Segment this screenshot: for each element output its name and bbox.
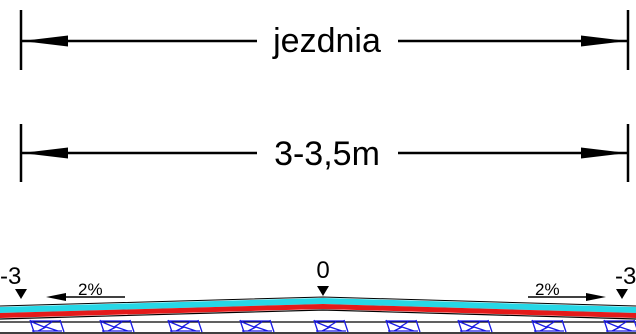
hatch-symbol xyxy=(531,319,567,333)
slope-arrow-right-icon xyxy=(586,293,606,301)
dim-label-width: 3-3,5m xyxy=(274,135,380,173)
dim-arrow-right-icon xyxy=(581,35,627,47)
elevation-label-right: -3 xyxy=(615,263,636,290)
hatch-symbol xyxy=(99,319,135,333)
hatch-symbol xyxy=(167,319,203,333)
hatch-cell xyxy=(99,319,135,333)
elevation-label-center: 0 xyxy=(316,257,329,284)
hatch-symbol xyxy=(385,319,421,333)
hatch-cell xyxy=(385,319,421,333)
dim-arrow-left-icon xyxy=(22,35,68,47)
elevation-marker-left-icon xyxy=(15,289,27,299)
pavement-outline-top xyxy=(0,296,636,307)
hatch-symbol xyxy=(313,319,349,333)
hatch-symbol xyxy=(603,319,636,333)
dim-arrow-right-icon xyxy=(581,147,627,159)
slope-label-right: 2% xyxy=(535,280,560,299)
dimension-width: 3-3,5m xyxy=(19,124,630,182)
hatch-cell xyxy=(531,319,567,333)
slope-indicator-right: 2% xyxy=(528,280,606,301)
elevation-left: -3 xyxy=(0,263,27,299)
hatch-symbol xyxy=(457,319,493,333)
elevation-label-left: -3 xyxy=(0,263,21,290)
slope-label-left: 2% xyxy=(78,280,103,299)
hatch-symbol xyxy=(239,319,275,333)
pavement-base-layer xyxy=(0,304,636,318)
pavement-structure xyxy=(0,296,636,334)
pavement-surface-layer xyxy=(0,298,636,313)
subbase-hatch-pattern xyxy=(29,319,636,333)
hatch-cell xyxy=(29,319,65,333)
slope-arrow-left-icon xyxy=(46,293,66,301)
hatch-cell xyxy=(457,319,493,333)
hatch-cell xyxy=(239,319,275,333)
elevation-marker-right-icon xyxy=(616,289,628,299)
pavement-outline-base xyxy=(0,309,636,320)
hatch-cell xyxy=(603,319,636,333)
dim-label-jezdnia: jezdnia xyxy=(272,22,381,60)
hatch-cell xyxy=(167,319,203,333)
elevation-right: -3 xyxy=(615,263,636,299)
hatch-symbol xyxy=(29,319,65,333)
elevation-center: 0 xyxy=(316,257,330,296)
dimension-jezdnia: jezdnia xyxy=(19,10,630,70)
elevation-marker-center-icon xyxy=(317,286,329,296)
hatch-cell xyxy=(313,319,349,333)
dim-arrow-left-icon xyxy=(22,147,68,159)
slope-indicator-left: 2% xyxy=(46,280,125,301)
